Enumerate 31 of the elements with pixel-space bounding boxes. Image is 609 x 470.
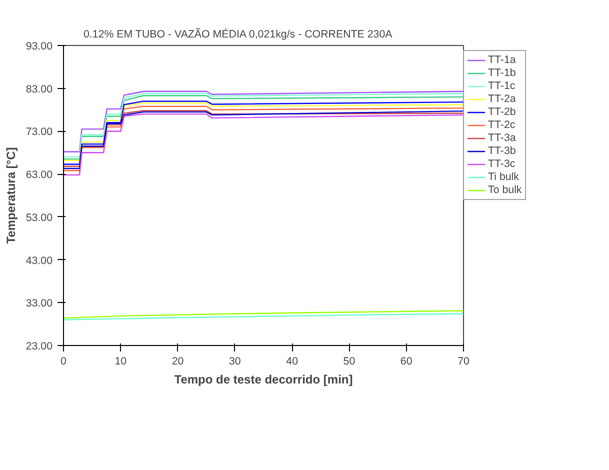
x-tick-label: 20	[172, 356, 184, 368]
y-tick-label: 83.00	[26, 83, 53, 96]
legend-label: To bulk	[488, 184, 522, 196]
legend-label: TT-2b	[488, 106, 516, 118]
legend-label: TT-2c	[488, 119, 516, 131]
legend-label: TT-1a	[488, 54, 516, 66]
x-tick-label: 40	[286, 356, 298, 368]
legend-label: TT-3b	[488, 145, 516, 157]
y-tick-label: 33.00	[26, 298, 53, 310]
legend-label: Ti bulk	[488, 171, 519, 183]
y-tick-label: 43.00	[26, 254, 53, 267]
legend-label: TT-1b	[488, 67, 516, 79]
x-tick-label: 10	[114, 356, 127, 368]
legend-label: TT-1c	[488, 80, 516, 92]
y-tick-label: 23.00	[26, 340, 53, 352]
x-tick-label: 70	[458, 356, 470, 368]
x-tick-label: 0	[60, 356, 67, 368]
x-tick-label: 50	[343, 356, 356, 368]
y-tick-label: 63.00	[26, 169, 53, 182]
y-tick-label: 73.00	[26, 126, 53, 138]
y-tick-label: 53.00	[26, 212, 53, 224]
y-tick-label: 93.00	[26, 40, 53, 52]
legend-label: TT-3a	[488, 132, 516, 144]
line-series	[64, 310, 464, 319]
x-tick-label: 60	[400, 356, 412, 368]
legend-label: TT-2a	[488, 93, 516, 105]
chart-title: 0.12% EM TUBO - VAZÃO MÉDIA 0,021kg/s - CORRENTE 230A	[84, 28, 394, 40]
legend-label: TT-3c	[488, 158, 516, 170]
x-tick-label: 30	[229, 356, 241, 368]
y-axis-title: Temperatura [°C]	[4, 147, 18, 244]
x-axis-title: Tempo de teste decorrido [min]	[174, 372, 353, 386]
